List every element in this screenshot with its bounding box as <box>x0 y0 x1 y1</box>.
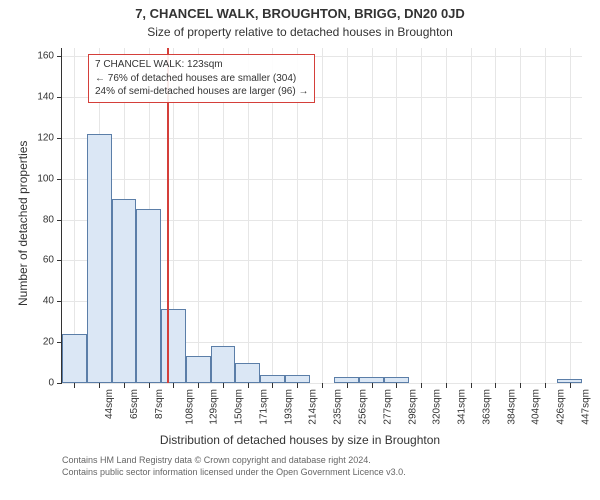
x-tick-mark <box>124 383 125 388</box>
histogram-bar <box>384 377 409 383</box>
x-tick-mark <box>223 383 224 388</box>
x-tick-label: 171sqm <box>259 389 270 425</box>
x-tick-mark <box>545 383 546 388</box>
x-tick-mark <box>396 383 397 388</box>
histogram-bar <box>62 334 87 383</box>
x-tick-label: 447sqm <box>580 389 591 425</box>
x-tick-mark <box>520 383 521 388</box>
grid-line-v <box>570 48 571 383</box>
histogram-bar <box>87 134 112 383</box>
grid-line-v <box>74 48 75 383</box>
x-tick-mark <box>372 383 373 388</box>
histogram-bar <box>260 375 285 383</box>
grid-line-v <box>446 48 447 383</box>
annotation-line1: 7 CHANCEL WALK: 123sqm <box>95 58 308 72</box>
x-tick-label: 108sqm <box>184 389 195 425</box>
x-tick-label: 235sqm <box>333 389 344 425</box>
histogram-bar <box>136 209 161 383</box>
histogram-bar <box>186 356 211 383</box>
x-tick-mark <box>570 383 571 388</box>
footer-line2: Contains public sector information licen… <box>62 467 406 479</box>
x-tick-label: 320sqm <box>432 389 443 425</box>
x-tick-mark <box>173 383 174 388</box>
x-tick-mark <box>421 383 422 388</box>
x-tick-label: 341sqm <box>457 389 468 425</box>
grid-line-v <box>372 48 373 383</box>
x-tick-mark <box>347 383 348 388</box>
x-tick-mark <box>74 383 75 388</box>
grid-line-v <box>396 48 397 383</box>
y-tick-label: 100 <box>37 173 62 184</box>
histogram-bar <box>285 375 310 383</box>
footer-text: Contains HM Land Registry data © Crown c… <box>62 455 406 478</box>
grid-line-v <box>347 48 348 383</box>
x-tick-mark <box>198 383 199 388</box>
grid-line-v <box>471 48 472 383</box>
histogram-bar <box>211 346 236 383</box>
chart-subtitle: Size of property relative to detached ho… <box>0 25 600 39</box>
x-tick-mark <box>248 383 249 388</box>
x-tick-mark <box>471 383 472 388</box>
x-tick-label: 363sqm <box>481 389 492 425</box>
histogram-bar <box>334 377 359 383</box>
plot-area: 02040608010012014016044sqm65sqm87sqm108s… <box>62 48 582 383</box>
x-tick-label: 256sqm <box>358 389 369 425</box>
annotation-line2: ← 76% of detached houses are smaller (30… <box>95 72 308 86</box>
x-tick-label: 65sqm <box>129 389 140 419</box>
x-tick-mark <box>297 383 298 388</box>
x-tick-mark <box>99 383 100 388</box>
histogram-bar <box>112 199 137 383</box>
chart-container: 7, CHANCEL WALK, BROUGHTON, BRIGG, DN20 … <box>0 0 600 500</box>
annotation-box: 7 CHANCEL WALK: 123sqm ← 76% of detached… <box>88 54 315 103</box>
grid-line-v <box>421 48 422 383</box>
y-tick-label: 120 <box>37 132 62 143</box>
grid-line-v <box>520 48 521 383</box>
x-tick-label: 87sqm <box>154 389 165 419</box>
x-tick-label: 277sqm <box>382 389 393 425</box>
annotation-line3: 24% of semi-detached houses are larger (… <box>95 85 308 99</box>
x-tick-mark <box>149 383 150 388</box>
histogram-bar <box>557 379 582 383</box>
histogram-bar <box>161 309 186 383</box>
x-tick-label: 193sqm <box>283 389 294 425</box>
grid-line-v <box>495 48 496 383</box>
y-tick-label: 160 <box>37 51 62 62</box>
x-tick-mark <box>322 383 323 388</box>
x-tick-label: 426sqm <box>556 389 567 425</box>
histogram-bar <box>359 377 384 383</box>
y-tick-label: 140 <box>37 92 62 103</box>
x-tick-mark <box>495 383 496 388</box>
y-tick-label: 20 <box>43 337 62 348</box>
x-tick-mark <box>272 383 273 388</box>
y-tick-label: 0 <box>48 378 62 389</box>
histogram-bar <box>235 363 260 383</box>
x-tick-label: 44sqm <box>104 389 115 419</box>
x-tick-label: 404sqm <box>531 389 542 425</box>
footer-line1: Contains HM Land Registry data © Crown c… <box>62 455 406 467</box>
x-tick-label: 150sqm <box>234 389 245 425</box>
x-tick-label: 129sqm <box>209 389 220 425</box>
grid-line-v <box>545 48 546 383</box>
x-axis-label: Distribution of detached houses by size … <box>0 433 600 447</box>
chart-title: 7, CHANCEL WALK, BROUGHTON, BRIGG, DN20 … <box>0 6 600 21</box>
x-tick-label: 384sqm <box>506 389 517 425</box>
x-tick-label: 214sqm <box>308 389 319 425</box>
x-tick-mark <box>446 383 447 388</box>
x-tick-label: 298sqm <box>407 389 418 425</box>
grid-line-v <box>322 48 323 383</box>
y-tick-label: 40 <box>43 296 62 307</box>
y-tick-label: 80 <box>43 214 62 225</box>
y-axis-label: Number of detached properties <box>16 140 30 305</box>
y-tick-label: 60 <box>43 255 62 266</box>
